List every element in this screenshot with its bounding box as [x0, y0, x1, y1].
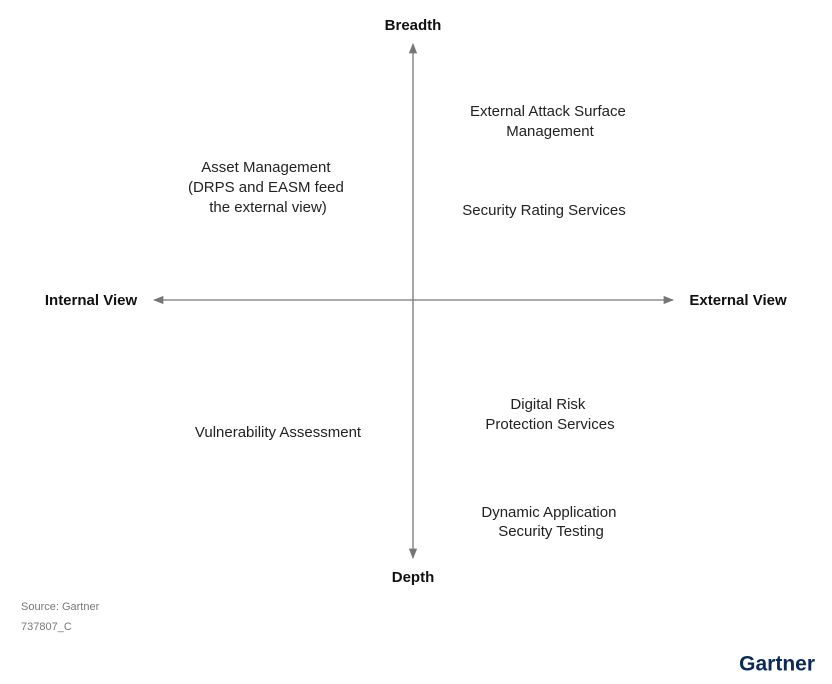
item-label: External Attack Surface Management [470, 103, 630, 140]
axis-label-bottom: Depth [392, 569, 435, 586]
item-line: External Attack Surface [470, 103, 626, 120]
logo: Gartner [739, 653, 815, 676]
item-label: Dynamic Application Security Testing [481, 504, 620, 540]
axis-label-right: External View [689, 292, 787, 309]
source-note: Source: Gartner [21, 601, 100, 613]
item-label: Digital Risk Protection Services [485, 396, 614, 433]
item-line: Vulnerability Assessment [195, 424, 362, 441]
figure-id: 737807_C [21, 621, 72, 633]
item-line: Dynamic Application [481, 504, 616, 521]
item-line: the external view) [209, 199, 327, 216]
item-label: Vulnerability Assessment [195, 424, 362, 441]
item-line: Protection Services [485, 416, 614, 433]
axis-label-left: Internal View [45, 292, 138, 309]
item-line: (DRPS and EASM feed [188, 179, 344, 196]
item-line: Asset Management [201, 159, 331, 176]
item-line: Management [506, 123, 594, 140]
item-label: Security Rating Services [462, 202, 625, 219]
item-line: Security Rating Services [462, 202, 625, 219]
item-line: Digital Risk [510, 396, 586, 413]
item-label: Asset Management (DRPS and EASM feed the… [188, 159, 348, 216]
item-line: Security Testing [498, 523, 604, 540]
axis-label-top: Breadth [385, 17, 442, 34]
